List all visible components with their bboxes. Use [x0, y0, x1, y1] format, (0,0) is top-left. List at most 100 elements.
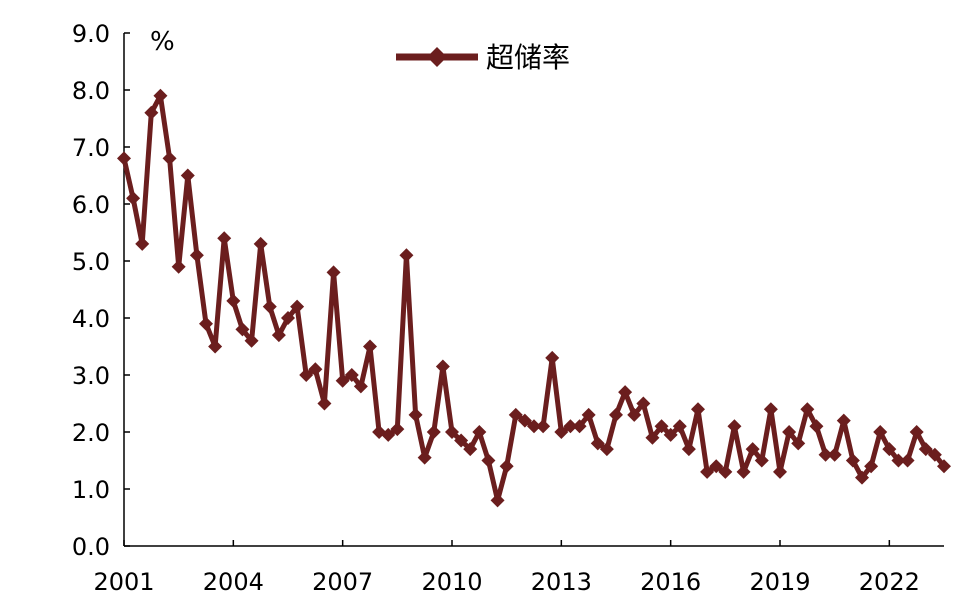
x-tick-label: 2010 — [421, 568, 482, 596]
data-point-marker — [809, 419, 824, 434]
data-point-marker — [763, 402, 778, 417]
data-point-marker — [918, 442, 933, 457]
data-point-marker — [937, 459, 951, 474]
y-tick-label: 5.0 — [72, 248, 110, 276]
data-point-marker — [144, 105, 159, 120]
data-point-marker — [381, 427, 396, 442]
data-point-marker — [609, 407, 623, 422]
data-point-marker — [882, 442, 897, 457]
data-point-marker — [454, 433, 469, 448]
data-point-marker — [262, 299, 277, 314]
y-tick-label: 8.0 — [72, 77, 110, 105]
data-point-marker — [135, 236, 150, 251]
data-point-marker — [326, 265, 341, 280]
data-point-marker — [189, 248, 204, 263]
y-unit-label: % — [150, 27, 175, 57]
data-point-marker — [709, 459, 724, 474]
y-axis: 0.0 1.0 2.0 3.0 4.0 5.0 6.0 7.0 8.0 9.0 — [72, 20, 130, 561]
data-point-marker — [782, 425, 797, 439]
data-point-marker — [335, 373, 350, 388]
data-point-marker — [171, 259, 186, 274]
data-point-marker — [855, 470, 869, 485]
data-point-marker — [426, 425, 441, 439]
data-point-marker — [463, 442, 478, 457]
data-point-marker — [162, 151, 177, 166]
data-point-marker — [599, 442, 614, 457]
data-point-marker — [353, 379, 368, 394]
data-point-marker — [235, 322, 250, 337]
data-point-marker — [900, 453, 915, 468]
data-point-marker — [344, 368, 359, 382]
data-point-marker — [281, 311, 295, 325]
legend: 超储率 — [396, 41, 570, 74]
data-point-marker — [253, 236, 268, 251]
data-point-marker — [691, 402, 705, 417]
data-point-marker — [873, 425, 888, 439]
legend-diamond-marker — [427, 47, 447, 67]
data-point-marker — [581, 407, 596, 422]
data-point-marker — [818, 447, 833, 462]
data-point-marker — [554, 425, 569, 439]
data-point-marker — [745, 442, 760, 457]
y-tick-label: 1.0 — [72, 476, 110, 504]
data-point-marker — [408, 407, 423, 422]
data-point-marker — [836, 413, 851, 428]
data-point-marker — [226, 293, 241, 308]
data-point-marker — [927, 447, 942, 462]
data-point-marker — [390, 422, 405, 437]
data-point-marker — [718, 464, 733, 479]
series-line — [121, 93, 946, 503]
data-point-marker — [663, 427, 678, 442]
data-point-marker — [308, 362, 323, 377]
y-tick-label: 4.0 — [72, 305, 110, 333]
data-point-marker — [672, 419, 687, 434]
data-point-marker — [445, 425, 459, 439]
data-point-marker — [800, 402, 815, 417]
data-point-marker — [217, 231, 232, 246]
data-point-marker — [636, 396, 651, 411]
data-point-marker — [126, 191, 141, 206]
data-point-marker — [472, 425, 487, 439]
data-point-marker — [572, 419, 587, 434]
data-point-marker — [536, 419, 551, 434]
data-point-marker — [417, 450, 432, 465]
data-point-marker — [563, 419, 578, 434]
data-point-marker — [727, 419, 742, 434]
y-tick-label: 6.0 — [72, 191, 110, 219]
plot-area — [117, 88, 951, 508]
x-tick-label: 2022 — [859, 568, 920, 596]
y-tick-label: 3.0 — [72, 362, 110, 390]
data-point-marker — [645, 430, 660, 445]
data-point-marker — [481, 453, 496, 468]
data-point-marker — [864, 459, 879, 474]
data-point-marker — [681, 442, 696, 457]
data-point-marker — [499, 459, 514, 474]
y-tick-label: 0.0 — [72, 533, 110, 561]
y-tick-label: 9.0 — [72, 20, 110, 48]
x-tick-label: 2013 — [531, 568, 592, 596]
x-tick-label: 2004 — [203, 568, 264, 596]
data-point-marker — [700, 464, 715, 479]
legend-label: 超储率 — [486, 41, 570, 74]
data-point-marker — [153, 88, 168, 103]
data-point-marker — [791, 436, 806, 451]
data-point-marker — [363, 339, 377, 354]
data-point-marker — [508, 407, 523, 422]
data-point-marker — [244, 333, 259, 348]
x-tick-label: 2019 — [749, 568, 810, 596]
data-point-marker — [271, 328, 286, 343]
data-point-marker — [117, 151, 131, 166]
data-point-marker — [754, 453, 769, 468]
data-point-marker — [299, 368, 314, 382]
x-tick-label: 2016 — [640, 568, 701, 596]
data-point-marker — [590, 436, 605, 451]
data-point-marker — [827, 447, 842, 462]
data-point-marker — [180, 168, 195, 183]
data-point-marker — [490, 493, 505, 508]
data-point-marker — [654, 419, 669, 434]
x-axis: 2001 2004 2007 2010 2013 2016 2019 2022 — [93, 540, 944, 596]
data-point-marker — [517, 413, 532, 428]
data-point-marker — [435, 359, 450, 374]
data-point-marker — [627, 407, 642, 422]
